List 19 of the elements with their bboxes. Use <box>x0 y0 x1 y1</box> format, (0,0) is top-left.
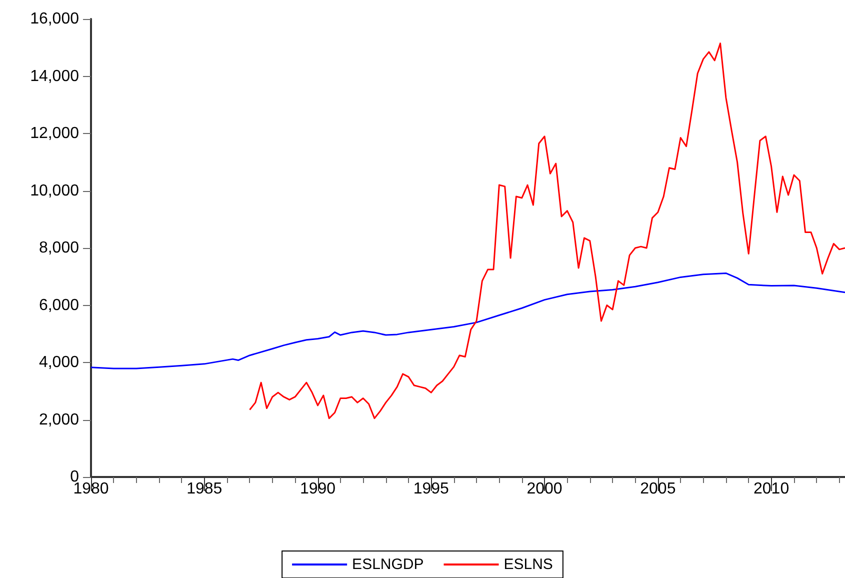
y-tick-label: 14,000 <box>30 68 80 85</box>
y-tick-label: 16,000 <box>30 10 80 28</box>
y-tick-label: 8,000 <box>38 240 80 256</box>
legend-label: ESLNGDP <box>352 556 424 573</box>
y-tick-label: 4,000 <box>38 354 80 371</box>
y-tick-label: 6,000 <box>38 296 80 314</box>
x-tick-label: 2010 <box>754 480 790 498</box>
x-tick-label: 2005 <box>640 480 676 498</box>
x-tick-label: 1980 <box>73 480 109 498</box>
legend-label: ESLNS <box>504 556 553 573</box>
line-series <box>248 42 845 420</box>
x-tick-label: 1990 <box>300 480 336 498</box>
y-tick-label: 2,000 <box>38 411 80 428</box>
x-tick-label: 1985 <box>186 480 222 498</box>
x-tick-label: 1995 <box>413 480 450 498</box>
x-tick-label: 2000 <box>526 480 562 498</box>
y-tick-label: 12,000 <box>30 125 80 142</box>
y-tick-label: 10,000 <box>30 182 80 200</box>
line-series <box>90 272 845 370</box>
